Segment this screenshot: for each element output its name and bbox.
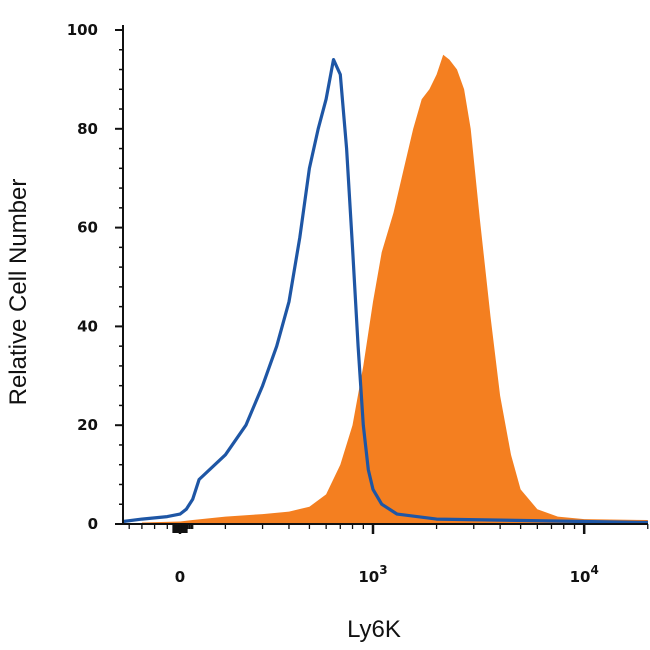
plot-area xyxy=(122,54,649,525)
y-tick-label: 20 xyxy=(77,416,98,434)
x-tick-label: 104 xyxy=(570,563,599,586)
y-tick-label: 40 xyxy=(77,317,98,335)
y-tick-label: 0 xyxy=(88,515,98,533)
x-tick-label: 103 xyxy=(358,563,387,586)
y-tick-label: 80 xyxy=(77,120,98,138)
y-axis-title: Relative Cell Number xyxy=(5,179,32,406)
series-1-outline-histogram xyxy=(122,58,649,525)
x-axis-title: Ly6K xyxy=(347,616,401,643)
y-tick-label: 60 xyxy=(77,219,98,237)
x-tick-label: 0 xyxy=(175,568,185,586)
y-tick-label: 100 xyxy=(67,21,98,39)
series-0-filled-histogram xyxy=(141,54,648,524)
axes: 0204060801000103104105 xyxy=(67,21,649,586)
